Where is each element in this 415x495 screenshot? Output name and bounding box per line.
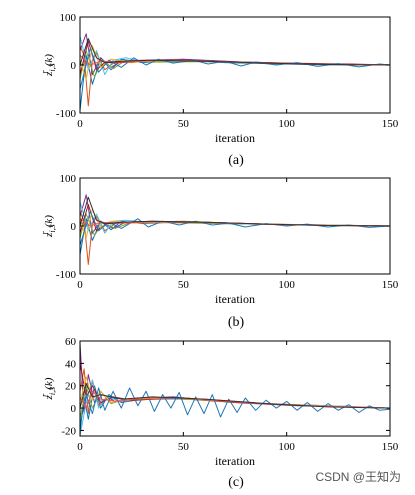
x-tick-label: 0 xyxy=(77,441,83,453)
series-line-10 xyxy=(80,38,390,66)
x-axis-label: iteration xyxy=(215,131,255,145)
series-line-8 xyxy=(80,47,390,90)
x-tick-label: 0 xyxy=(77,118,83,130)
y-tick-label: 60 xyxy=(65,336,77,348)
x-tick-label: 100 xyxy=(278,118,295,130)
panel-caption: (a) xyxy=(228,153,244,168)
series-line-5 xyxy=(80,201,390,234)
y-tick-label: 0 xyxy=(71,403,77,415)
series-line-3 xyxy=(80,343,390,415)
series-line-5 xyxy=(80,36,390,76)
watermark: CSDN @王知为 xyxy=(315,470,401,484)
x-tick-label: 150 xyxy=(382,118,399,130)
series-line-8 xyxy=(80,211,390,246)
x-axis-label: iteration xyxy=(215,454,255,468)
series-line-3 xyxy=(80,33,390,76)
x-tick-label: 0 xyxy=(77,279,83,291)
y-tick-label: 100 xyxy=(60,173,77,185)
x-tick-label: 150 xyxy=(382,279,399,291)
x-axis-label: iteration xyxy=(215,292,255,306)
series-group xyxy=(80,343,390,436)
x-tick-label: 50 xyxy=(178,118,190,130)
x-tick-label: 100 xyxy=(278,279,295,291)
y-tick-label: -100 xyxy=(56,269,77,281)
x-tick-label: 100 xyxy=(278,441,295,453)
y-tick-label: 0 xyxy=(71,221,77,233)
x-tick-label: 150 xyxy=(382,441,399,453)
series-group xyxy=(80,33,390,111)
panel-caption: (c) xyxy=(228,475,244,490)
y-axis-label: zi,3r(k) xyxy=(40,54,57,77)
series-line-2 xyxy=(80,211,390,265)
series-line-3 xyxy=(80,194,390,234)
panel-caption: (b) xyxy=(228,315,245,330)
plot-frame xyxy=(79,340,391,437)
series-group xyxy=(80,194,390,265)
x-tick-label: 50 xyxy=(178,279,190,291)
series-line-6 xyxy=(80,203,390,234)
series-line-2 xyxy=(80,45,390,107)
y-tick-label: 40 xyxy=(65,358,77,370)
x-tick-label: 50 xyxy=(178,441,190,453)
y-tick-label: -100 xyxy=(56,108,77,120)
series-line-8 xyxy=(80,387,390,425)
y-tick-label: 100 xyxy=(60,12,77,24)
series-line-10 xyxy=(80,383,390,409)
y-tick-label: -20 xyxy=(61,425,76,437)
y-axis-label: zi,3r(k) xyxy=(40,215,57,238)
series-line-10 xyxy=(80,196,390,227)
y-axis-label: zi,3r(k) xyxy=(40,377,57,400)
y-tick-label: 20 xyxy=(65,381,77,393)
series-line-9 xyxy=(80,390,390,409)
y-tick-label: 0 xyxy=(71,60,77,72)
series-line-7 xyxy=(80,376,390,409)
